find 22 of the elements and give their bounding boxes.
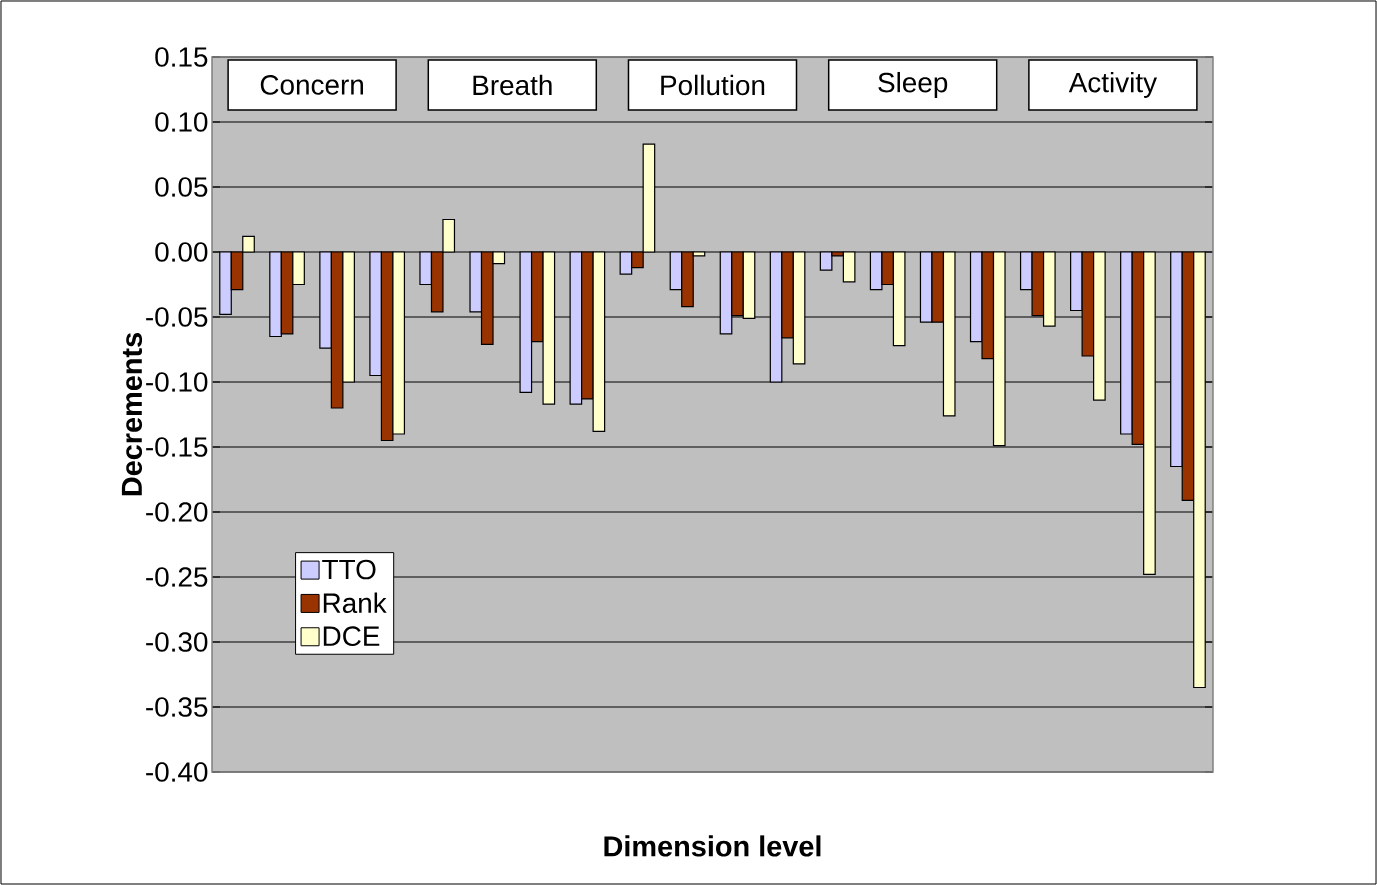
legend-label: DCE (323, 626, 380, 647)
x-axis-title: Dimension level (604, 835, 821, 857)
annotation: Pollution (661, 74, 765, 96)
annotation: Breath (473, 74, 552, 96)
y-tick-label: 0.10 (155, 112, 208, 132)
y-tick-label: 0.05 (155, 177, 208, 197)
legend-label: Rank (323, 592, 387, 614)
annotation: Activity (1068, 71, 1158, 98)
y-axis-title: Decrements (121, 333, 143, 496)
y-tick-label: -0.25 (146, 567, 208, 587)
legend-label: TTO (322, 559, 376, 580)
annotation: Sleep (878, 71, 948, 98)
y-tick-label: -0.35 (146, 697, 208, 717)
y-tick-label: -0.10 (146, 372, 208, 392)
y-tick-label: 0.00 (155, 242, 208, 262)
y-tick-label: -0.05 (146, 307, 208, 327)
y-tick-label: 0.15 (155, 47, 208, 67)
y-tick-label: -0.30 (146, 632, 208, 652)
y-tick-label: -0.15 (146, 437, 208, 457)
y-tick-label: -0.40 (146, 762, 208, 782)
y-tick-label: -0.20 (146, 502, 208, 522)
annotation: Concern (260, 75, 363, 95)
